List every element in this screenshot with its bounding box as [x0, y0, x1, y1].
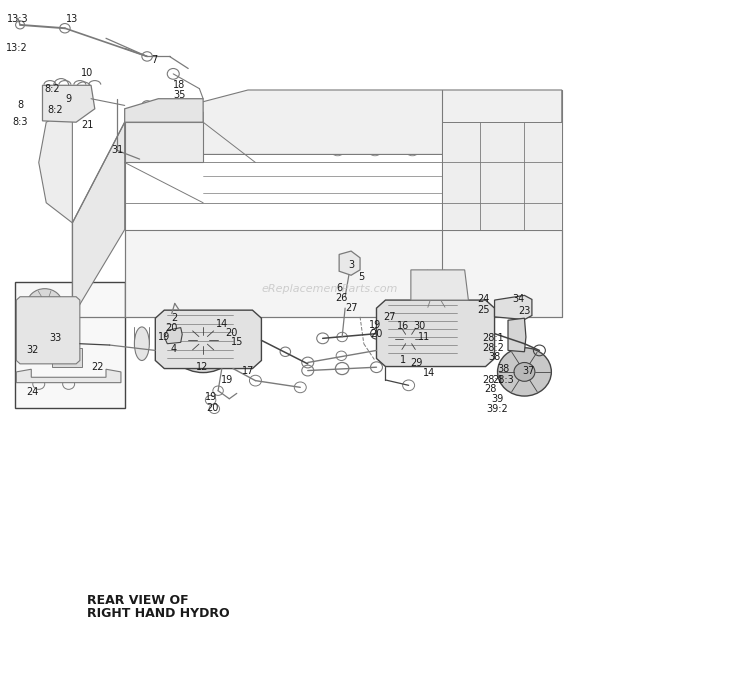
Text: 9: 9	[65, 94, 72, 104]
Text: 38: 38	[488, 352, 501, 362]
Polygon shape	[43, 86, 94, 122]
Text: eReplacementParts.com: eReplacementParts.com	[262, 284, 398, 294]
Text: 5: 5	[358, 272, 364, 282]
Text: 4: 4	[170, 344, 176, 354]
Circle shape	[38, 298, 52, 311]
Text: 25: 25	[477, 305, 490, 315]
Circle shape	[197, 335, 209, 346]
Text: 20: 20	[206, 403, 218, 413]
Polygon shape	[442, 122, 562, 230]
Circle shape	[188, 327, 218, 354]
Polygon shape	[39, 109, 72, 223]
Text: 28:3: 28:3	[493, 375, 514, 385]
Text: 28: 28	[484, 384, 496, 394]
Text: 13:3: 13:3	[7, 14, 28, 24]
Text: 39:2: 39:2	[487, 404, 508, 414]
Polygon shape	[16, 297, 80, 364]
Polygon shape	[124, 90, 562, 154]
Circle shape	[514, 363, 535, 381]
Text: 37: 37	[523, 365, 535, 375]
Text: 34: 34	[512, 295, 524, 305]
Text: 7: 7	[152, 55, 157, 65]
Text: 12: 12	[196, 361, 208, 371]
Text: 23: 23	[518, 307, 531, 317]
Ellipse shape	[134, 327, 149, 361]
Text: 31: 31	[111, 146, 123, 156]
Text: 21: 21	[81, 120, 94, 130]
Text: 28:1: 28:1	[482, 334, 504, 343]
Text: 19: 19	[221, 375, 233, 385]
Text: 29: 29	[411, 357, 423, 367]
Text: 22: 22	[91, 361, 104, 371]
Circle shape	[27, 288, 63, 321]
Polygon shape	[16, 369, 121, 383]
Text: 28:1: 28:1	[482, 375, 504, 385]
Polygon shape	[155, 310, 262, 369]
Bar	[487, 172, 547, 212]
Text: 26: 26	[335, 293, 347, 303]
Text: 16: 16	[398, 321, 410, 331]
Text: 30: 30	[414, 321, 426, 331]
Text: 27: 27	[384, 312, 396, 322]
Polygon shape	[124, 98, 203, 122]
Text: 2: 2	[172, 313, 178, 324]
Polygon shape	[124, 230, 562, 317]
Polygon shape	[376, 300, 494, 367]
Text: 20: 20	[370, 330, 382, 339]
Text: 13: 13	[66, 14, 79, 24]
Text: RIGHT HAND HYDRO: RIGHT HAND HYDRO	[87, 607, 230, 620]
Text: 20: 20	[225, 328, 238, 338]
Text: 8:2: 8:2	[44, 84, 60, 94]
Polygon shape	[164, 328, 182, 344]
Text: 17: 17	[242, 365, 254, 375]
Text: 3: 3	[348, 259, 354, 270]
Text: 6: 6	[337, 283, 343, 293]
Text: 19: 19	[158, 332, 170, 342]
Polygon shape	[508, 318, 526, 352]
Text: 28:2: 28:2	[482, 343, 504, 353]
Text: 39: 39	[491, 394, 504, 404]
Text: 35: 35	[173, 90, 185, 100]
Text: 19: 19	[369, 320, 381, 330]
Text: 20: 20	[166, 323, 178, 332]
Text: 11: 11	[419, 332, 430, 342]
Polygon shape	[124, 112, 203, 122]
Text: 19: 19	[205, 392, 217, 402]
Text: 1: 1	[400, 355, 406, 365]
Text: 24: 24	[477, 295, 490, 305]
Text: 10: 10	[81, 68, 94, 78]
Polygon shape	[339, 251, 360, 275]
Polygon shape	[411, 270, 469, 300]
Circle shape	[413, 267, 460, 310]
Bar	[53, 348, 82, 367]
Text: 8:2: 8:2	[47, 105, 63, 115]
Circle shape	[497, 348, 551, 396]
Text: 38: 38	[497, 364, 510, 374]
Text: 27: 27	[345, 303, 357, 313]
Text: 13:2: 13:2	[5, 43, 27, 53]
Polygon shape	[124, 122, 203, 162]
Text: 32: 32	[26, 345, 39, 355]
Text: 33: 33	[49, 334, 62, 343]
Text: 8:3: 8:3	[12, 117, 28, 127]
Polygon shape	[72, 122, 124, 317]
Polygon shape	[494, 295, 532, 319]
Ellipse shape	[50, 98, 66, 109]
Text: 14: 14	[217, 319, 229, 329]
Circle shape	[379, 312, 439, 366]
Text: 24: 24	[26, 387, 39, 397]
Bar	[15, 282, 125, 408]
Text: 18: 18	[173, 80, 185, 90]
Text: 8: 8	[17, 100, 23, 111]
Text: 15: 15	[231, 338, 244, 347]
Circle shape	[395, 327, 422, 351]
Circle shape	[167, 308, 239, 373]
Circle shape	[424, 278, 448, 299]
Text: REAR VIEW OF: REAR VIEW OF	[87, 594, 189, 607]
Text: 14: 14	[423, 368, 435, 378]
